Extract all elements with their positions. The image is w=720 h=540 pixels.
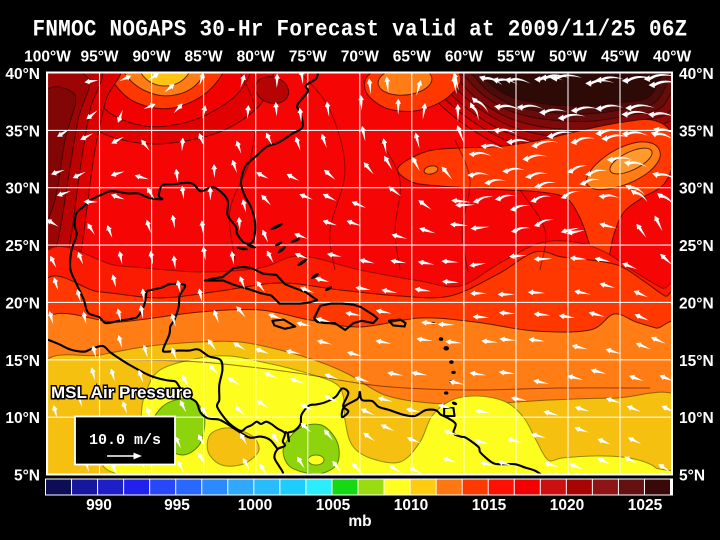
svg-text:25°N: 25°N <box>5 238 40 255</box>
svg-text:15°N: 15°N <box>679 353 714 370</box>
svg-text:60°W: 60°W <box>445 49 483 66</box>
svg-text:1020: 1020 <box>550 497 584 514</box>
svg-text:70°W: 70°W <box>341 49 379 66</box>
svg-text:10°N: 10°N <box>5 410 40 427</box>
svg-text:5°N: 5°N <box>14 468 40 485</box>
svg-text:85°W: 85°W <box>185 49 223 66</box>
svg-text:mb: mb <box>348 513 371 530</box>
svg-text:95°W: 95°W <box>80 49 118 66</box>
svg-text:1025: 1025 <box>628 497 663 514</box>
svg-text:65°W: 65°W <box>393 49 431 66</box>
svg-text:35°N: 35°N <box>5 123 40 140</box>
svg-text:5°N: 5°N <box>679 468 705 485</box>
svg-text:50°W: 50°W <box>549 49 587 66</box>
svg-text:1015: 1015 <box>472 497 507 514</box>
svg-text:1005: 1005 <box>316 497 351 514</box>
svg-text:90°W: 90°W <box>133 49 171 66</box>
svg-text:1010: 1010 <box>394 497 428 514</box>
svg-text:75°W: 75°W <box>289 49 327 66</box>
svg-text:45°W: 45°W <box>601 49 639 66</box>
svg-text:40°W: 40°W <box>653 49 691 66</box>
svg-text:15°N: 15°N <box>5 353 40 370</box>
svg-text:FNMOC NOGAPS 30-Hr Forecast va: FNMOC NOGAPS 30-Hr Forecast valid at 200… <box>32 15 687 42</box>
svg-text:40°N: 40°N <box>5 66 40 83</box>
svg-text:80°W: 80°W <box>237 49 275 66</box>
svg-text:55°W: 55°W <box>497 49 535 66</box>
svg-text:35°N: 35°N <box>679 123 714 140</box>
svg-text:30°N: 30°N <box>5 181 40 198</box>
svg-text:40°N: 40°N <box>679 66 714 83</box>
svg-text:25°N: 25°N <box>679 238 714 255</box>
svg-text:20°N: 20°N <box>5 295 40 312</box>
svg-text:990: 990 <box>86 497 112 514</box>
svg-text:MSL Air Pressure: MSL Air Pressure <box>51 383 192 402</box>
svg-text:30°N: 30°N <box>679 181 714 198</box>
svg-text:10.0 m/s: 10.0 m/s <box>89 432 161 449</box>
svg-text:995: 995 <box>164 497 190 514</box>
svg-text:10°N: 10°N <box>679 410 714 427</box>
svg-text:1000: 1000 <box>238 497 272 514</box>
svg-text:20°N: 20°N <box>679 295 714 312</box>
svg-text:100°W: 100°W <box>24 49 71 66</box>
